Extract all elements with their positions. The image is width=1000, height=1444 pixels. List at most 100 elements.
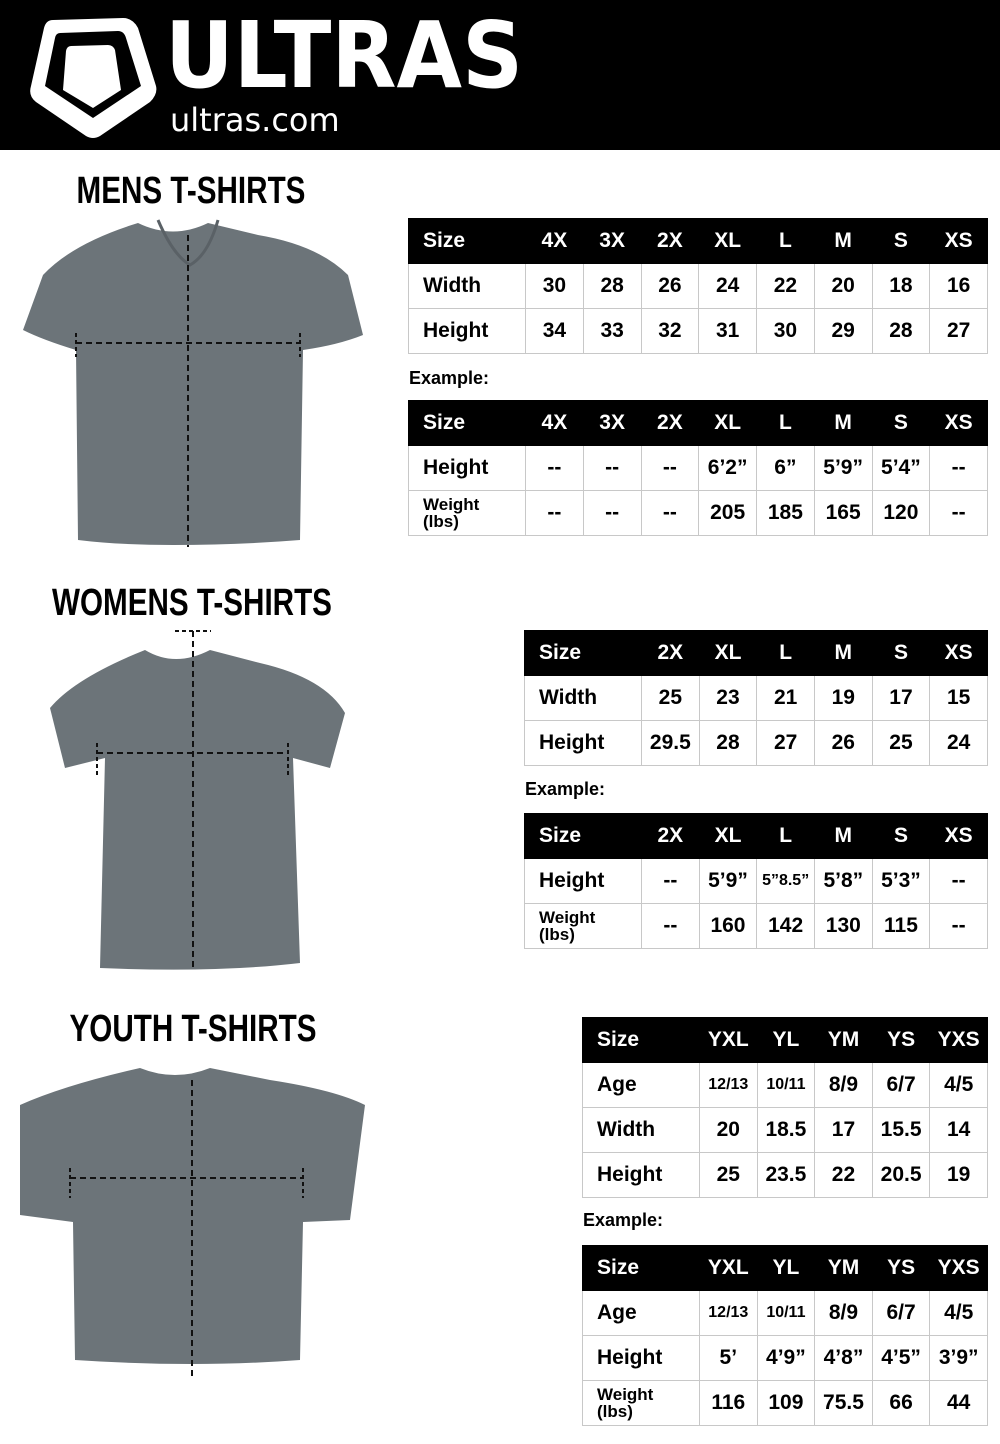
table-header-row: Size YXL YL YM YS YXS xyxy=(582,1245,988,1291)
table-cell: 28 xyxy=(871,308,931,354)
table-cell: 10/11 xyxy=(756,1062,816,1108)
table-header-row: Size 4X 3X 2X XL L M S XS xyxy=(408,400,988,446)
column-header: 4X xyxy=(525,400,584,446)
table-cell: 6/7 xyxy=(871,1062,931,1108)
table-cell: 28 xyxy=(582,263,642,309)
table-row: Width 25 23 21 19 17 15 xyxy=(524,675,988,721)
table-cell: -- xyxy=(525,445,584,491)
table-cell: 10/11 xyxy=(756,1290,816,1336)
table-row: Height 34 33 32 31 30 29 28 27 xyxy=(408,308,988,354)
column-header: XS xyxy=(929,400,988,446)
column-header: S xyxy=(871,400,931,446)
table-cell: 5’8” xyxy=(813,858,873,904)
table-cell: 20.5 xyxy=(871,1152,931,1198)
table-cell: 19 xyxy=(813,675,873,721)
table-cell: -- xyxy=(640,490,700,536)
table-cell: 15.5 xyxy=(871,1107,931,1153)
column-header: L xyxy=(756,630,815,676)
table-cell: 30 xyxy=(756,308,815,354)
column-header: 2X xyxy=(641,630,700,676)
table-cell: 12/13 xyxy=(699,1290,758,1336)
table-cell: 5”8.5” xyxy=(756,858,815,904)
column-header: L xyxy=(756,400,815,446)
brand-name: ULTRAS xyxy=(165,2,524,109)
womens-example-label: Example: xyxy=(525,779,606,799)
column-header: XS xyxy=(929,813,988,859)
table-cell: 32 xyxy=(640,308,700,354)
column-header: YXL xyxy=(699,1017,758,1063)
table-row: Height -- -- -- 6’2” 6” 5’9” 5’4” -- xyxy=(408,445,988,491)
column-header: XL xyxy=(698,218,757,264)
column-header: Size xyxy=(524,630,642,676)
table-cell: 23.5 xyxy=(756,1152,816,1198)
table-cell: 26 xyxy=(813,720,873,766)
column-header: S xyxy=(871,813,931,859)
table-cell: 25 xyxy=(699,1152,758,1198)
column-header: 4X xyxy=(525,218,584,264)
table-cell: 44 xyxy=(929,1380,988,1426)
youth-example-table: Size YXL YL YM YS YXS Age 12/13 10/11 8/9 6/7 4/5 He… xyxy=(582,1245,988,1426)
table-cell: 15 xyxy=(929,675,988,721)
womens-heading: WOMENS T-SHIRTS xyxy=(52,582,332,624)
column-header: Size xyxy=(408,218,526,264)
table-cell: 27 xyxy=(929,308,988,354)
column-header: 2X xyxy=(640,218,700,264)
table-cell: 20 xyxy=(699,1107,758,1153)
row-label: Weight (lbs) xyxy=(408,490,526,536)
table-cell: 17 xyxy=(871,675,931,721)
table-cell: 165 xyxy=(813,490,873,536)
table-cell: -- xyxy=(640,445,700,491)
table-cell: 5’9” xyxy=(813,445,873,491)
column-header: Size xyxy=(408,400,526,446)
row-label: Height xyxy=(408,308,526,354)
table-cell: 24 xyxy=(698,263,757,309)
table-cell: 5’ xyxy=(699,1335,758,1381)
table-cell: 16 xyxy=(929,263,988,309)
row-label: Height xyxy=(582,1335,700,1381)
table-cell: 21 xyxy=(756,675,815,721)
table-cell: 24 xyxy=(929,720,988,766)
table-cell: 8/9 xyxy=(814,1290,873,1336)
youth-example-label: Example: xyxy=(583,1210,664,1230)
table-row: Weight (lbs) -- -- -- 205 185 165 120 -- xyxy=(408,490,988,536)
column-header: Size xyxy=(582,1245,700,1291)
column-header: YL xyxy=(756,1245,816,1291)
table-cell: -- xyxy=(641,858,700,904)
row-label: Height xyxy=(408,445,526,491)
row-label: Height xyxy=(524,858,642,904)
table-cell: -- xyxy=(929,490,988,536)
table-cell: -- xyxy=(582,490,642,536)
table-row: Age 12/13 10/11 8/9 6/7 4/5 xyxy=(582,1290,988,1336)
table-cell: 23 xyxy=(698,675,758,721)
column-header: YM xyxy=(814,1017,873,1063)
column-header: YS xyxy=(871,1245,931,1291)
table-cell: -- xyxy=(525,490,584,536)
table-cell: 130 xyxy=(813,903,873,949)
column-header: YXS xyxy=(929,1245,988,1291)
column-header: Size xyxy=(582,1017,700,1063)
youth-measure-table: Size YXL YL YM YS YXS Age 12/13 10/11 8/9 6/7 4/5 Wi… xyxy=(582,1017,988,1198)
youth-heading: YOUTH T-SHIRTS xyxy=(69,1008,317,1050)
table-row: Height -- 5’9” 5”8.5” 5’8” 5’3” -- xyxy=(524,858,988,904)
column-header: YL xyxy=(756,1017,816,1063)
column-header: Size xyxy=(524,813,642,859)
table-cell: 22 xyxy=(814,1152,873,1198)
table-cell: -- xyxy=(929,445,988,491)
column-header: 3X xyxy=(582,218,642,264)
column-header: S xyxy=(871,630,931,676)
brand-banner: ULTRAS ultras.com xyxy=(0,0,1000,150)
table-cell: 5’9” xyxy=(698,858,758,904)
table-cell: 27 xyxy=(756,720,815,766)
table-row: Height 5’ 4’9” 4’8” 4’5” 3’9” xyxy=(582,1335,988,1381)
table-cell: 18.5 xyxy=(756,1107,816,1153)
column-header: YM xyxy=(814,1245,873,1291)
table-cell: 66 xyxy=(871,1380,931,1426)
column-header: XL xyxy=(698,400,757,446)
table-cell: 4/5 xyxy=(929,1062,988,1108)
womens-example-table: Size 2X XL L M S XS Height -- 5’9” 5”8.5” 5’8” 5’3” -… xyxy=(524,813,988,949)
table-cell: -- xyxy=(929,903,988,949)
row-label: Width xyxy=(524,675,642,721)
table-cell: 25 xyxy=(871,720,931,766)
table-header-row: Size 4X 3X 2X XL L M S XS xyxy=(408,218,988,264)
column-header: XL xyxy=(698,630,758,676)
